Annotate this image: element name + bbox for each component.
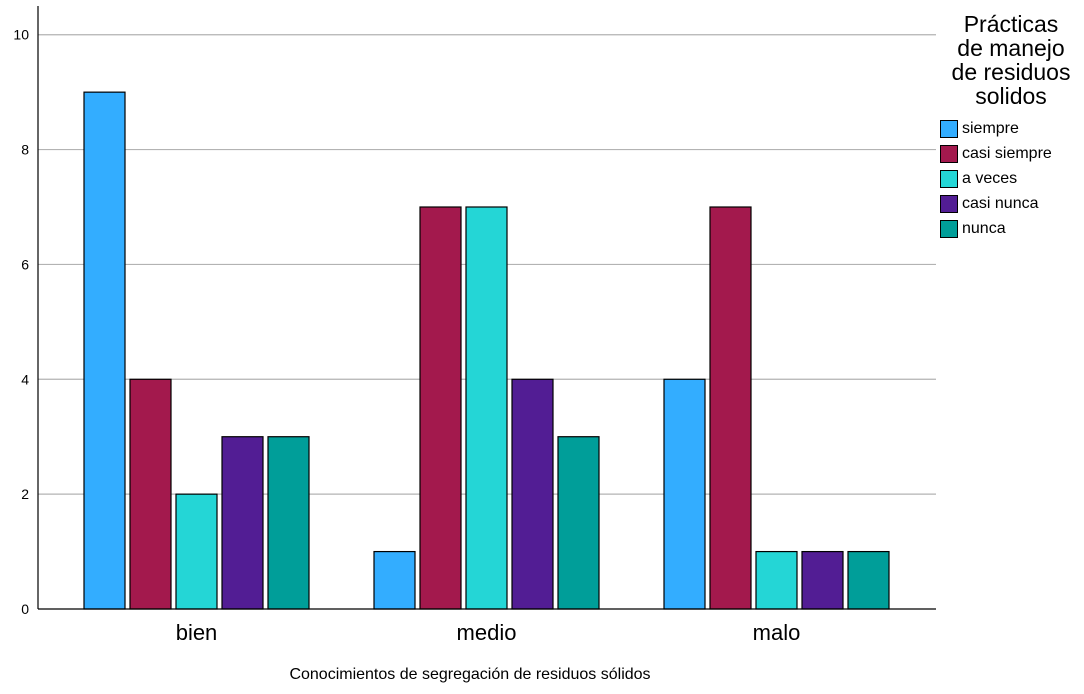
bar [175, 493, 218, 610]
legend-swatch [940, 219, 958, 238]
bar [83, 91, 126, 610]
legend-title-line: de residuos [951, 59, 1071, 85]
bar [129, 378, 172, 610]
legend-item: casi siempre [940, 141, 1084, 166]
bar [557, 436, 600, 610]
y-tick-label: 2 [21, 486, 29, 502]
x-axis-title: Conocimientos de segregación de residuos… [289, 666, 651, 683]
bar [465, 206, 508, 610]
x-tick-label: malo [753, 620, 801, 645]
x-tick-label: bien [176, 620, 218, 645]
legend-title-line: Prácticas [963, 11, 1059, 37]
y-tick-label: 8 [21, 142, 29, 158]
bar [419, 206, 462, 610]
y-tick-label: 10 [13, 27, 29, 43]
legend-item: a veces [940, 166, 1084, 191]
y-tick-label: 4 [21, 371, 29, 387]
legend-item: casi nunca [940, 191, 1084, 216]
bar [663, 378, 706, 610]
legend-swatch [940, 194, 958, 213]
legend-swatch [940, 144, 958, 163]
bar [373, 550, 416, 610]
bar [267, 436, 310, 610]
y-tick-label: 6 [21, 256, 29, 272]
legend-item: nunca [940, 216, 1084, 241]
y-tick-label: 0 [21, 601, 29, 617]
legend-label: casi nunca [962, 194, 1039, 212]
legend-label: nunca [962, 219, 1006, 237]
legend-label: siempre [962, 119, 1019, 137]
legend-title: Prácticas de manejo de residuos solidos [940, 12, 1082, 108]
legend-swatch [940, 119, 958, 138]
legend-title-line: solidos [975, 83, 1047, 109]
bar [511, 378, 554, 610]
x-tick-label: medio [457, 620, 517, 645]
legend-item: siempre [940, 116, 1084, 141]
bar [755, 550, 798, 610]
axes: 0 2 4 6 8 10 bien medio malo [13, 6, 936, 645]
legend-label: a veces [962, 169, 1018, 187]
legend-swatch [940, 169, 958, 188]
legend: siempre casi siempre a veces casi nunca nunc… [940, 116, 1084, 241]
bar [221, 436, 264, 610]
bar [709, 206, 752, 610]
bar [801, 550, 844, 610]
bar [847, 550, 890, 610]
bars [83, 91, 890, 610]
legend-title-line: de manejo [957, 35, 1065, 61]
legend-label: casi siempre [962, 144, 1052, 162]
